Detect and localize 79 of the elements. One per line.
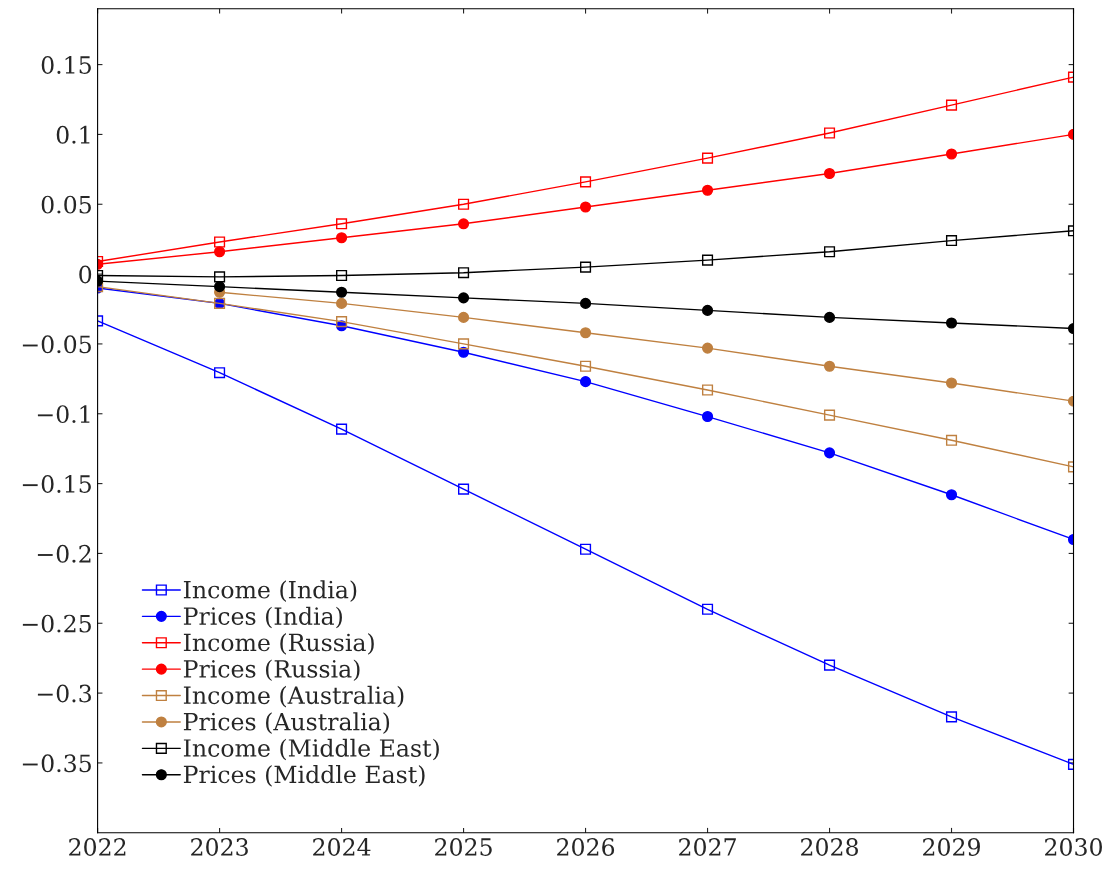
point: [945, 489, 958, 501]
point: [945, 99, 958, 111]
point: [336, 423, 348, 435]
y-tick-label: 0.05: [41, 195, 91, 214]
point: [823, 409, 836, 421]
legend-label: Income (India): [183, 580, 357, 602]
point: [701, 254, 714, 266]
point: [214, 236, 226, 248]
point: [945, 377, 958, 389]
point: [823, 659, 836, 671]
y-tick-label: −0.3: [37, 684, 91, 703]
point: [336, 218, 348, 230]
y-tick-label: −0.25: [22, 614, 91, 633]
point: [945, 434, 958, 446]
point: [823, 447, 836, 459]
y-tick-label: 0.15: [41, 56, 91, 74]
point: [701, 384, 714, 396]
point: [214, 246, 226, 258]
point: [336, 316, 348, 328]
legend-label: Prices (Russia): [183, 659, 360, 682]
point: [579, 201, 592, 213]
point: [823, 127, 836, 139]
legend-label: Prices (Australia): [183, 712, 390, 734]
point: [458, 292, 470, 304]
point: [458, 198, 470, 210]
point: [579, 297, 592, 309]
point: [458, 483, 470, 495]
point: [214, 367, 226, 379]
point: [701, 184, 714, 196]
point: [336, 269, 348, 282]
point: [336, 297, 348, 309]
point: [458, 218, 470, 230]
point: [823, 311, 836, 323]
point: [579, 261, 592, 273]
point: [701, 152, 714, 164]
x-tick-label: 2027: [679, 838, 736, 856]
point: [579, 360, 592, 372]
y-tick-label: 0: [79, 265, 92, 284]
legend-label: Income (Russia): [183, 633, 374, 655]
legend-label: Income (Middle East): [183, 738, 439, 761]
y-tick-label: −0.35: [22, 754, 91, 773]
x-tick-label: 2022: [69, 838, 126, 856]
x-tick-label: 2024: [313, 838, 371, 856]
point: [214, 281, 226, 293]
point: [945, 148, 958, 160]
point: [945, 235, 958, 247]
y-tick-label: −0.1: [37, 405, 90, 424]
x-tick-label: 2029: [923, 838, 980, 856]
point: [823, 360, 836, 372]
x-tick-label: 2026: [557, 838, 615, 856]
y-tick-label: −0.15: [22, 475, 91, 493]
point: [336, 286, 348, 298]
point: [579, 543, 592, 555]
point: [458, 338, 470, 350]
point: [579, 376, 592, 388]
point: [701, 603, 714, 615]
point: [701, 342, 714, 354]
point: [458, 267, 470, 279]
legend-label: Prices (India): [183, 606, 342, 629]
y-tick-label: −0.05: [22, 335, 91, 354]
x-tick-label: 2023: [191, 838, 248, 856]
point: [579, 176, 592, 188]
x-tick-label: 2030: [1045, 838, 1102, 856]
point: [579, 327, 592, 339]
legend-label: Prices (Middle East): [183, 765, 425, 787]
point: [823, 167, 836, 180]
legend-label: Income (Australia): [183, 685, 404, 708]
x-tick-label: 2025: [435, 838, 492, 856]
point: [823, 246, 836, 258]
point: [701, 410, 714, 423]
point: [945, 711, 958, 723]
point: [336, 232, 348, 244]
y-tick-label: −0.2: [37, 544, 91, 563]
point: [945, 317, 958, 329]
y-tick-label: 0.1: [56, 125, 90, 144]
x-tick-label: 2028: [801, 838, 858, 856]
point: [214, 271, 226, 283]
point: [458, 311, 470, 323]
point: [701, 304, 714, 316]
